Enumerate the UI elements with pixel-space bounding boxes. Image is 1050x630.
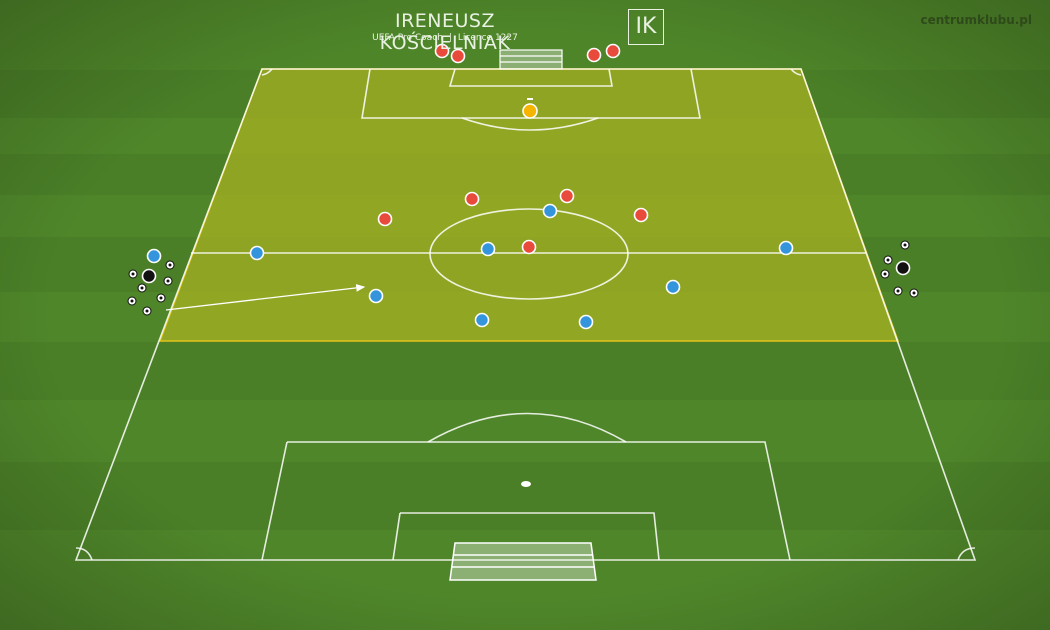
red-player	[434, 43, 450, 59]
coach-licence: Licence 1227	[457, 33, 518, 43]
ik-logo: IK	[628, 9, 664, 45]
red-player	[450, 48, 466, 64]
blue-player	[542, 203, 558, 219]
blue-player	[249, 245, 265, 261]
goalkeeper	[522, 98, 538, 119]
neutral-player	[895, 260, 911, 276]
separator: |	[448, 33, 452, 43]
red-team	[377, 43, 649, 255]
red-player	[377, 211, 393, 227]
red-player	[633, 207, 649, 223]
red-player	[605, 43, 621, 59]
coach-name: IRENEUSZ KOŚCIELNIAK	[379, 10, 511, 54]
ball-icon	[880, 269, 890, 279]
blue-player	[368, 288, 384, 304]
red-player	[464, 191, 480, 207]
coach-credentials: UEFA Pro Coach | Licence 1227	[330, 33, 560, 43]
ball-icon	[909, 288, 919, 298]
ball-icon	[127, 296, 137, 306]
red-player	[559, 188, 575, 204]
ball-icon	[900, 240, 910, 250]
red-player	[521, 239, 537, 255]
blue-player	[665, 279, 681, 295]
neutral-player	[141, 268, 157, 284]
red-player	[586, 47, 602, 63]
blue-player	[578, 314, 594, 330]
blue-player	[480, 241, 496, 257]
blue-team	[146, 203, 794, 330]
penalty-spot	[521, 481, 531, 487]
ball-icon	[142, 306, 152, 316]
balls	[127, 240, 919, 316]
top-goal	[499, 49, 563, 70]
blue-player	[146, 248, 162, 264]
ball-icon	[128, 269, 138, 279]
website-link[interactable]: centrumklubu.pl	[920, 13, 1032, 27]
ball-icon	[893, 286, 903, 296]
movement-arrow	[165, 284, 366, 311]
blue-player	[474, 312, 490, 328]
ball-icon	[883, 255, 893, 265]
ball-icon	[137, 283, 147, 293]
ball-icon	[165, 260, 175, 270]
bottom-goal	[449, 542, 597, 581]
neutral-players	[141, 260, 911, 284]
ball-icon	[156, 293, 166, 303]
ball-icon	[163, 276, 173, 286]
blue-player	[778, 240, 794, 256]
coach-role: UEFA Pro Coach	[372, 33, 443, 43]
